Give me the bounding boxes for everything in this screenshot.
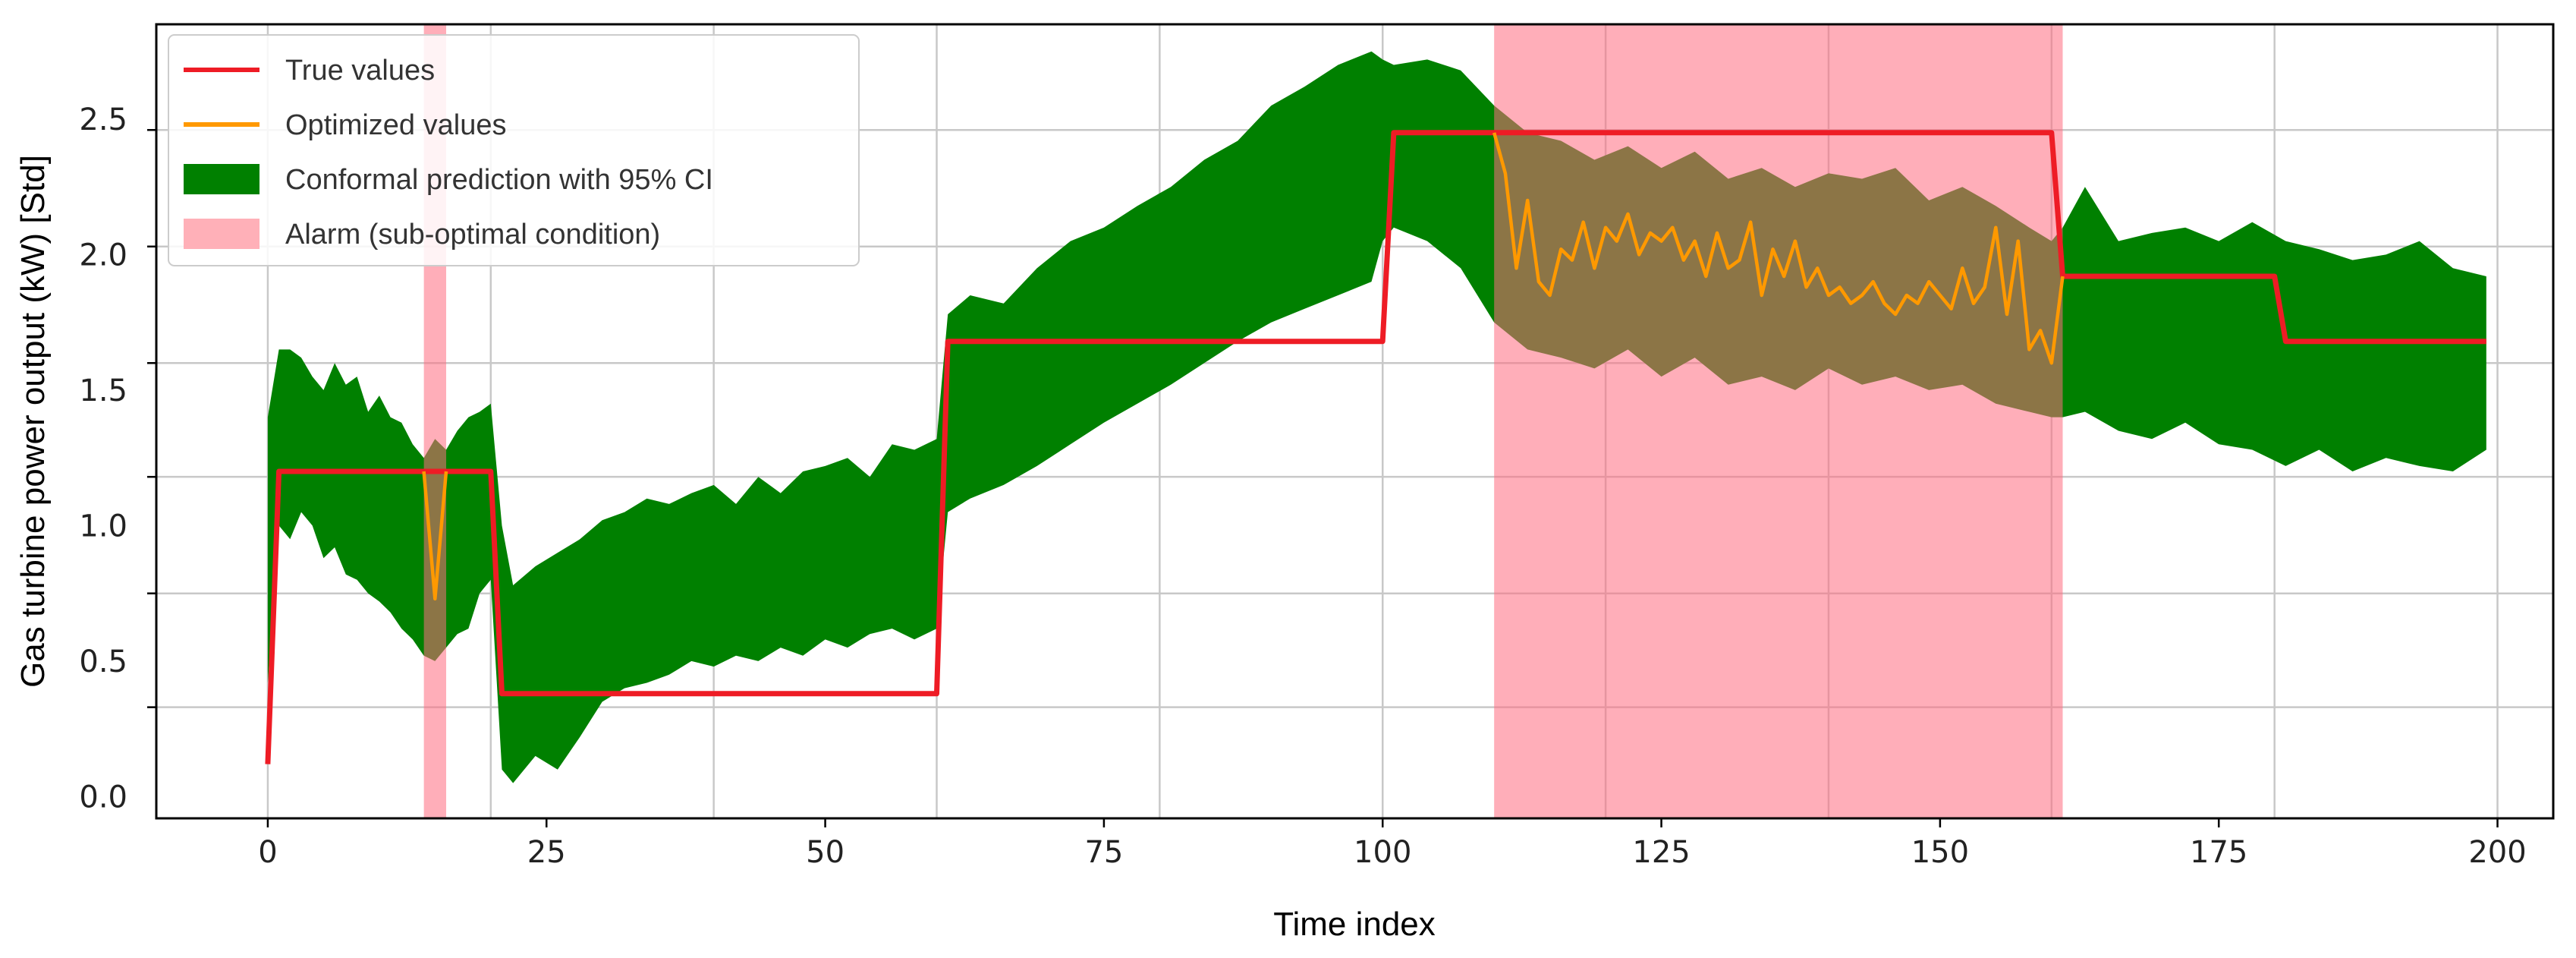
x-tick-label-6: 150 (1911, 835, 1969, 870)
legend-swatch-2 (184, 164, 259, 194)
optimized-values-line (1492, 132, 2065, 365)
y-tick-label-2: 1.0 (79, 509, 127, 544)
true-values-line (265, 130, 2486, 764)
x-tick-label-8: 200 (2468, 835, 2526, 870)
plot-frame (155, 23, 2555, 820)
x-tick-label-5: 125 (1632, 835, 1690, 870)
legend-box (168, 34, 860, 266)
line-layer (265, 130, 2486, 764)
legend-label-3: Alarm (sub-optimal condition) (285, 219, 660, 251)
legend: True values Optimized values Conformal pre… (168, 34, 860, 266)
x-tick-label-2: 50 (806, 835, 845, 870)
x-tick-label-1: 25 (527, 835, 566, 870)
y-tick-label-1: 0.5 (79, 644, 127, 679)
x-axis-label: Time index (1273, 906, 1436, 943)
y-tick-label-0: 0.0 (79, 780, 127, 815)
y-tick-label-5: 2.5 (79, 102, 127, 137)
y-tick-label-3: 1.5 (79, 373, 127, 408)
x-tick-label-3: 75 (1084, 835, 1123, 870)
legend-label-1: Optimized values (285, 109, 506, 141)
x-tick-label-4: 100 (1354, 835, 1411, 870)
x-tick-label-0: 0 (258, 835, 277, 870)
y-axis-label: Gas turbine power output (kW) [Std] (14, 155, 52, 688)
ticks: 0 25 50 75 100 125 150 175 200 0.0 0.5 1.0 1.5 2.0 2.5 (79, 102, 2526, 870)
alarm-span-1 (1494, 24, 2063, 818)
x-tick-label-7: 175 (2190, 835, 2247, 870)
legend-label-0: True values (285, 55, 435, 87)
legend-swatch-3 (184, 219, 259, 249)
y-tick-label-4: 2.0 (79, 238, 127, 273)
legend-label-2: Conformal prediction with 95% CI (285, 164, 713, 196)
optimized-values-line-early (422, 471, 448, 601)
